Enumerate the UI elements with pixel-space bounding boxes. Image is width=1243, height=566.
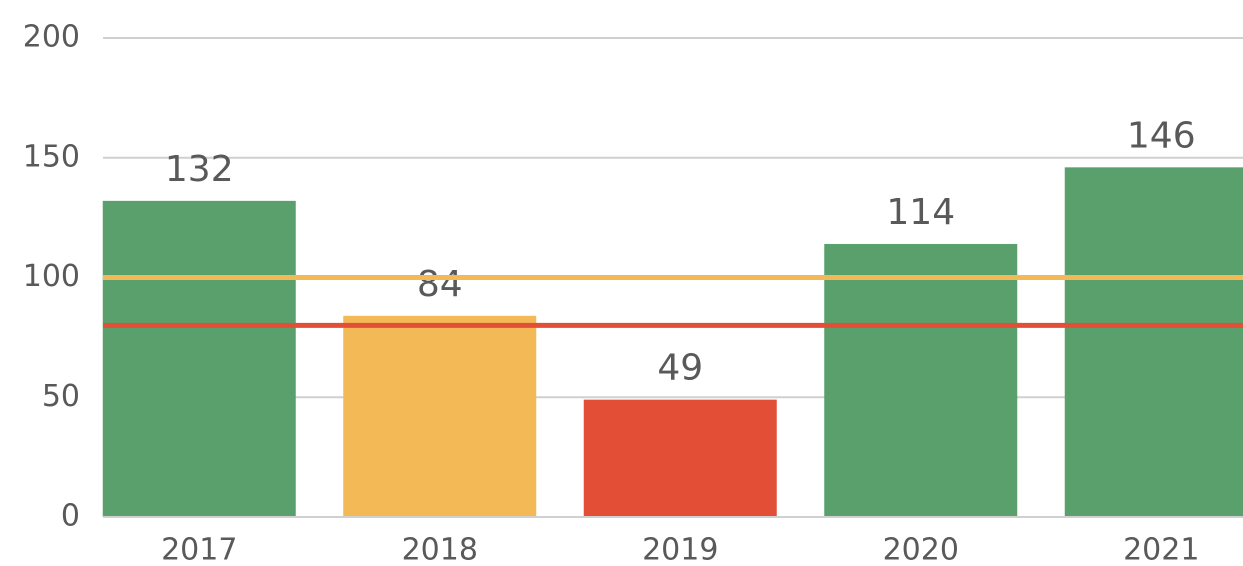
bar [343,315,537,517]
x-tick-label: 2018 [402,533,478,566]
y-tick-label: 0 [61,499,80,534]
y-tick-label: 50 [42,379,80,414]
y-tick-label: 150 [23,139,80,174]
data-label: 132 [165,149,234,190]
bar [583,399,777,517]
data-label: 146 [1127,115,1196,156]
x-tick-label: 2020 [883,533,959,566]
x-tick-label: 2019 [642,533,718,566]
data-label: 114 [886,192,955,233]
bar [102,200,296,518]
data-label: 49 [657,348,703,389]
x-tick-label: 2021 [1123,533,1199,566]
y-tick-label: 100 [23,259,80,294]
data-label: 84 [417,264,463,305]
bar [824,243,1018,517]
x-tick-label: 2017 [161,533,237,566]
bar [1064,167,1243,517]
y-tick-label: 200 [23,20,80,55]
